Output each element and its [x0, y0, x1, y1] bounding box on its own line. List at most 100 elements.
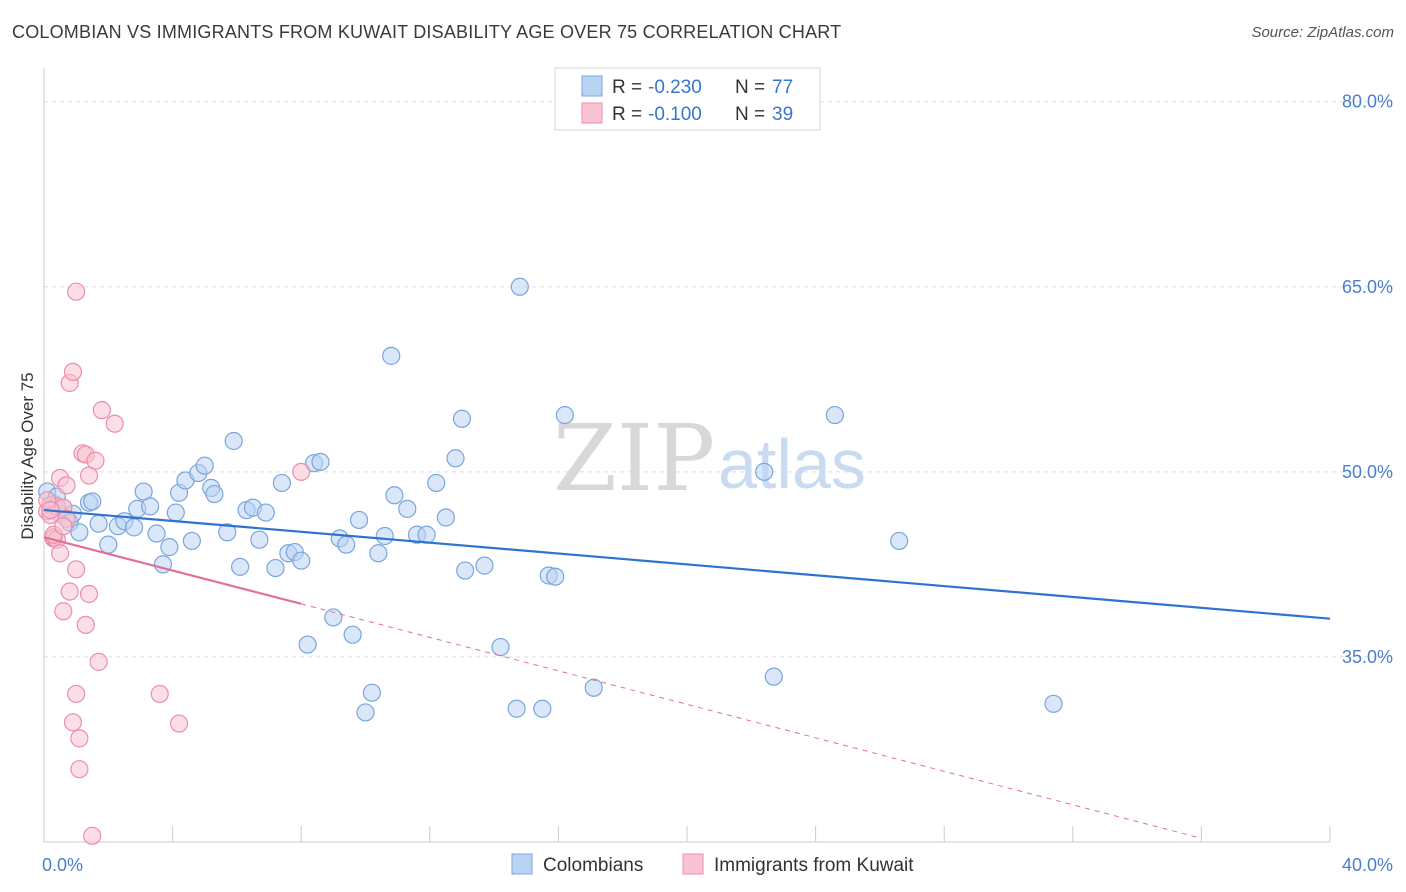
y-tick-label-2: 65.0%	[1342, 277, 1393, 297]
colombians-point-70	[555, 405, 574, 425]
kuwait-point-31	[105, 414, 124, 433]
colombians-point-49	[356, 703, 375, 722]
colombians-point-44	[324, 608, 343, 627]
kuwait-point-17	[67, 282, 86, 301]
colombians-point-35	[256, 503, 275, 522]
colombians-point-40	[292, 551, 311, 570]
colombians-points	[38, 277, 1063, 722]
kuwait-point-12	[57, 476, 76, 495]
colombians-point-46	[337, 535, 356, 554]
kuwait-point-29	[89, 652, 108, 671]
kuwait-point-15	[63, 362, 83, 381]
colombians-point-62	[456, 561, 475, 580]
colombians-point-37	[272, 473, 292, 493]
source-credit: Source: ZipAtlas.com	[1251, 24, 1394, 41]
kuwait-point-30	[92, 401, 111, 420]
colombians-point-50	[362, 683, 382, 702]
colombians-point-61	[452, 409, 472, 428]
kuwait-point-24	[76, 615, 95, 634]
colombians-point-64	[491, 637, 510, 657]
colombians-point-76	[1044, 694, 1063, 713]
legend-swatch-pink	[581, 102, 603, 124]
colombians-point-34	[250, 530, 269, 549]
x-tick-label-1: 40.0%	[1342, 855, 1393, 875]
axes	[43, 68, 1331, 843]
kuwait-point-16	[63, 713, 83, 732]
colombians-point-43	[311, 452, 330, 472]
colombians-point-20	[160, 538, 179, 557]
y-axis-label: Disability Age Over 75	[18, 372, 37, 539]
y-tick-label-1: 50.0%	[1342, 462, 1393, 482]
kuwait-point-25	[79, 584, 99, 604]
x-tick-label-0: 0.0%	[42, 855, 83, 875]
colombians-point-59	[436, 508, 455, 527]
colombians-point-75	[890, 531, 909, 551]
y-tick-label-0: 35.0%	[1342, 647, 1393, 667]
colombians-point-54	[385, 486, 404, 505]
kuwait-point-20	[70, 729, 89, 748]
colombians-trend-line	[43, 508, 1331, 620]
colombians-point-21	[166, 503, 185, 522]
chart-title: COLOMBIAN VS IMMIGRANTS FROM KUWAIT DISA…	[12, 22, 842, 42]
colombians-point-17	[140, 497, 160, 516]
legend-r-label-2: R =	[612, 104, 642, 125]
colombians-point-14	[124, 518, 144, 537]
kuwait-point-19	[67, 560, 86, 579]
legend-n-value-2: 39	[772, 104, 793, 125]
kuwait-point-34	[292, 462, 311, 481]
kuwait-point-38	[54, 517, 73, 536]
colombians-point-51	[369, 544, 388, 563]
colombians-point-66	[510, 277, 529, 296]
colombians-point-24	[182, 531, 201, 551]
kuwait-point-21	[70, 760, 89, 779]
colombians-point-30	[224, 431, 243, 451]
colombians-point-11	[99, 535, 118, 554]
tick-labels: 35.0% 50.0% 65.0% 80.0% 0.0% 40.0%	[42, 92, 1393, 875]
colombians-point-53	[382, 346, 401, 365]
colombians-point-18	[147, 524, 166, 543]
colombians-point-65	[507, 699, 526, 718]
kuwait-points	[38, 282, 311, 845]
legend-series-kuwait: Immigrants from Kuwait	[714, 855, 914, 876]
colombians-point-60	[446, 449, 465, 468]
colombians-point-10	[89, 514, 108, 533]
colombians-point-73	[764, 667, 783, 686]
colombians-point-36	[266, 558, 285, 578]
colombians-point-31	[231, 557, 250, 576]
kuwait-point-28	[86, 451, 105, 470]
colombians-point-7	[70, 523, 89, 542]
colombians-point-71	[584, 678, 603, 697]
kuwait-point-33	[169, 714, 189, 733]
colombians-point-29	[218, 523, 237, 542]
kuwait-point-14	[60, 582, 79, 601]
series-legend: Colombians Immigrants from Kuwait	[511, 853, 914, 876]
colombians-point-28	[205, 484, 224, 504]
legend-n-value-1: 77	[772, 77, 793, 98]
colombians-point-74	[825, 405, 844, 425]
colombians-point-57	[417, 525, 436, 544]
legend-r-value-1: -0.230	[648, 77, 702, 98]
colombians-point-52	[375, 526, 394, 546]
bottom-swatch-blue	[511, 853, 533, 875]
legend-n-label-1: N =	[735, 77, 765, 98]
y-tick-label-3: 80.0%	[1342, 92, 1393, 112]
legend-r-value-2: -0.100	[648, 104, 702, 125]
kuwait-point-9	[54, 602, 73, 621]
colombians-point-67	[533, 699, 552, 718]
kuwait-trend-line	[43, 536, 302, 605]
gridlines	[44, 101, 1392, 658]
watermark-zip: ZIP	[553, 405, 715, 512]
colombians-point-58	[427, 473, 446, 493]
correlation-legend: R = -0.230 N = 77 R = -0.100 N = 39	[554, 67, 821, 131]
legend-r-label-1: R =	[612, 77, 642, 98]
colombians-point-9	[83, 492, 102, 511]
colombians-point-72	[755, 462, 774, 481]
kuwait-point-18	[67, 684, 86, 704]
kuwait-trend-extension	[301, 603, 1202, 839]
watermark-atlas: atlas	[718, 425, 866, 503]
trend-lines	[43, 508, 1331, 839]
colombians-point-69	[546, 567, 565, 586]
legend-swatch-blue	[581, 75, 603, 97]
legend-n-label-2: N =	[735, 104, 765, 125]
